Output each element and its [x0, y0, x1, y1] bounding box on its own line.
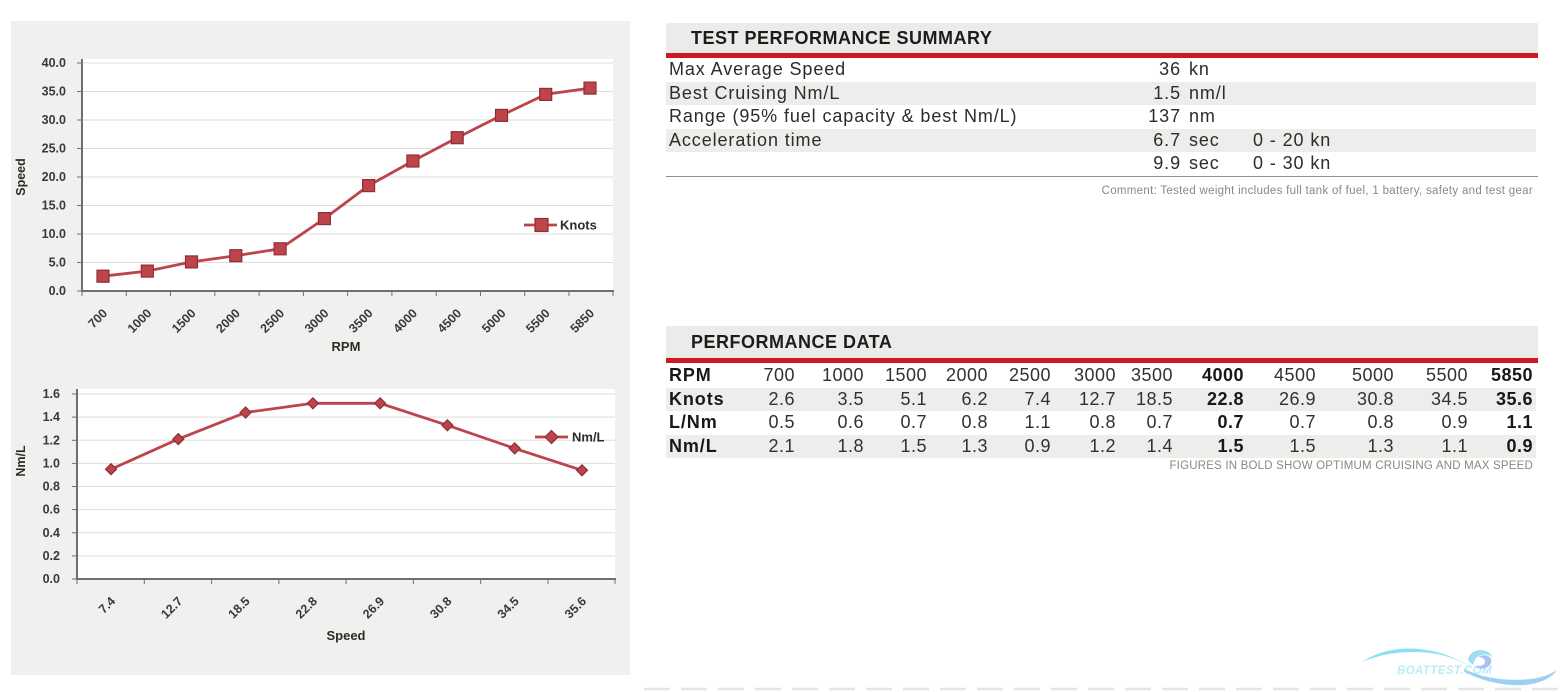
svg-text:35.6: 35.6 [562, 594, 589, 621]
svg-text:Nm/L: Nm/L [14, 445, 28, 477]
svg-text:40.0: 40.0 [42, 56, 66, 70]
svg-text:Speed: Speed [14, 158, 28, 196]
svg-text:7.4: 7.4 [96, 594, 118, 616]
svg-text:Knots: Knots [560, 218, 597, 233]
svg-text:1.0: 1.0 [43, 456, 60, 470]
svg-text:5850: 5850 [568, 306, 598, 336]
svg-text:22.8: 22.8 [293, 594, 320, 621]
svg-text:BOATTEST.COM: BOATTEST.COM [1397, 665, 1492, 677]
svg-text:10.0: 10.0 [42, 227, 66, 241]
svg-text:RPM: RPM [332, 339, 361, 351]
svg-text:26.9: 26.9 [360, 594, 387, 621]
svg-text:3000: 3000 [302, 306, 332, 336]
svg-text:34.5: 34.5 [495, 594, 522, 621]
svg-text:5500: 5500 [523, 306, 553, 336]
svg-text:Speed: Speed [326, 628, 365, 643]
svg-text:0.8: 0.8 [43, 480, 60, 494]
svg-text:4500: 4500 [435, 306, 465, 336]
svg-text:35.0: 35.0 [42, 85, 66, 99]
svg-text:30.8: 30.8 [427, 594, 454, 621]
svg-text:700: 700 [85, 306, 110, 331]
svg-text:1.2: 1.2 [43, 433, 60, 447]
svg-text:20.0: 20.0 [42, 170, 66, 184]
svg-text:1.6: 1.6 [43, 387, 60, 401]
svg-text:3500: 3500 [346, 306, 376, 336]
svg-text:4000: 4000 [390, 306, 420, 336]
svg-text:0.4: 0.4 [43, 526, 60, 540]
svg-text:0.0: 0.0 [43, 572, 60, 586]
svg-text:5000: 5000 [479, 306, 509, 336]
svg-text:25.0: 25.0 [42, 142, 66, 156]
svg-text:30.0: 30.0 [42, 113, 66, 127]
svg-text:15.0: 15.0 [42, 199, 66, 213]
svg-text:5.0: 5.0 [49, 256, 66, 270]
svg-text:0.6: 0.6 [43, 503, 60, 517]
svg-text:1.4: 1.4 [43, 410, 60, 424]
svg-text:2000: 2000 [213, 306, 243, 336]
svg-text:Nm/L: Nm/L [572, 430, 605, 445]
svg-text:2500: 2500 [258, 306, 288, 336]
svg-text:1000: 1000 [125, 306, 155, 336]
svg-text:18.5: 18.5 [226, 594, 253, 621]
svg-text:12.7: 12.7 [158, 594, 185, 621]
svg-text:0.2: 0.2 [43, 549, 60, 563]
svg-text:0.0: 0.0 [49, 284, 66, 298]
svg-text:1500: 1500 [169, 306, 199, 336]
